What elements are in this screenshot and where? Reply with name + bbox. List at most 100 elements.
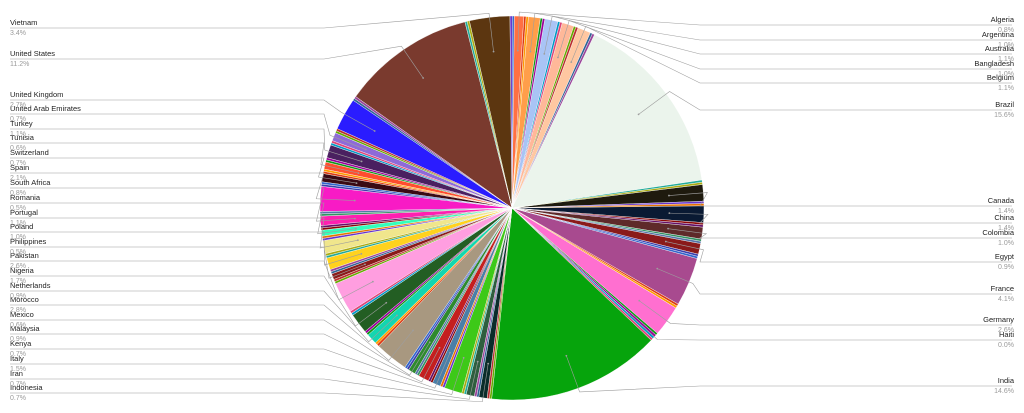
leader-line-china [669, 212, 1012, 224]
leader-dot-pakistan [371, 280, 374, 283]
leader-line-nigeria [10, 275, 387, 327]
label-value-germany: 2.6% [998, 327, 1014, 334]
label-name-united-arab-emirates: United Arab Emirates [10, 104, 81, 113]
leader-line-colombia [668, 228, 1012, 239]
label-name-colombia: Colombia [982, 228, 1015, 237]
leader-dot-canada [668, 194, 670, 197]
minor-slice-73 [466, 20, 513, 209]
label-name-spain: Spain [10, 163, 29, 172]
minor-slice-21 [511, 207, 699, 259]
leader-dot-switzerland [355, 182, 358, 184]
minor-slice-29 [486, 207, 513, 399]
leader-line-vietnam [10, 13, 494, 52]
leader-dot-turkey [360, 160, 363, 163]
label-name-haiti: Haiti [999, 330, 1014, 339]
label-name-south-africa: South Africa [10, 178, 51, 187]
label-value-spain: 2.1% [10, 175, 26, 182]
minor-slice-23 [511, 207, 678, 309]
label-value-united-arab-emirates: 0.7% [10, 116, 26, 123]
label-name-switzerland: Switzerland [10, 148, 49, 157]
label-value-egypt: 0.9% [998, 264, 1014, 271]
leader-dot-united-arab-emirates [364, 148, 367, 151]
label-name-nigeria: Nigeria [10, 266, 35, 275]
leader-dot-australia [543, 53, 546, 55]
label-name-mexico: Mexico [10, 310, 34, 319]
label-name-malaysia: Malaysia [10, 324, 40, 333]
label-name-indonesia: Indonesia [10, 383, 43, 392]
leader-line-algeria [517, 11, 1012, 51]
label-value-mexico: 0.6% [10, 322, 26, 329]
leader-dot-argentina [529, 50, 532, 53]
leader-line-united-arab-emirates [10, 113, 366, 150]
minor-slice-7 [511, 21, 563, 209]
minor-slice-59 [319, 207, 513, 215]
leader-dot-morocco [412, 329, 414, 332]
minor-slice-3 [511, 16, 529, 209]
label-value-united-states: 11.2% [10, 61, 29, 68]
label-value-vietnam: 3.4% [10, 30, 26, 37]
leader-dot-tunisia [357, 172, 360, 175]
label-value-tunisia: 0.6% [10, 145, 26, 152]
label-name-united-kingdom: United Kingdom [10, 90, 63, 99]
leader-dot-vietnam [492, 50, 495, 53]
label-name-canada: Canada [988, 196, 1015, 205]
label-value-canada: 1.4% [998, 208, 1014, 215]
label-value-philippines: 0.5% [10, 249, 26, 256]
minor-slice-74 [509, 15, 513, 209]
minor-slice-47 [349, 207, 513, 314]
label-name-pakistan: Pakistan [10, 251, 39, 260]
leader-line-pakistan [10, 260, 374, 301]
leader-line-mexico [10, 319, 431, 376]
label-name-vietnam: Vietnam [10, 18, 37, 27]
leader-dot-romania [355, 227, 357, 230]
leader-line-canada [668, 192, 1012, 207]
leader-line-indonesia [10, 363, 489, 403]
label-value-indonesia: 0.7% [10, 395, 26, 402]
minor-slice-55 [321, 207, 513, 239]
minor-slice-43 [375, 207, 513, 345]
minor-slice-61 [321, 181, 513, 209]
leader-dot-united-states [422, 77, 425, 79]
leader-line-australia [544, 15, 1012, 55]
label-value-poland: 1.0% [10, 234, 26, 241]
minor-slice-9 [511, 26, 579, 209]
label-value-algeria: 0.8% [998, 27, 1014, 34]
label-value-kenya: 0.7% [10, 351, 26, 358]
leader-line-united-states [10, 45, 424, 79]
leader-line-south-africa [10, 187, 355, 222]
minor-slice-27 [511, 207, 654, 341]
leader-line-brazil [638, 91, 1012, 115]
minor-slice-65 [325, 157, 513, 209]
leader-dot-kenya [449, 351, 451, 354]
label-name-poland: Poland [10, 222, 33, 231]
minor-slice-11 [511, 33, 595, 209]
label-value-bangladesh: 1.0% [998, 71, 1014, 78]
label-value-portugal: 1.1% [10, 220, 26, 227]
label-value-france: 4.1% [998, 296, 1014, 303]
label-name-kenya: Kenya [10, 339, 32, 348]
leader-dot-united-kingdom [373, 130, 376, 132]
leader-dot-nigeria [385, 301, 388, 304]
label-name-united-states: United States [10, 49, 55, 58]
minor-slice-19 [511, 207, 702, 244]
leader-dot-colombia [667, 227, 669, 230]
leader-line-haiti [628, 313, 1012, 341]
leader-line-philippines [10, 246, 366, 279]
minor-slice-57 [320, 207, 513, 229]
leader-dot-spain [353, 199, 356, 202]
leader-dot-poland [360, 252, 363, 255]
minor-slice-71 [354, 96, 513, 209]
label-name-brazil: Brazil [995, 100, 1014, 109]
leader-line-spain [10, 172, 355, 201]
label-value-nigeria: 1.7% [10, 278, 26, 285]
label-name-china: China [994, 213, 1014, 222]
label-name-tunisia: Tunisia [10, 133, 35, 142]
label-value-netherlands: 0.9% [10, 293, 26, 300]
leader-line-morocco [10, 304, 414, 361]
leader-line-italy [10, 357, 464, 395]
leader-dot-haiti [627, 312, 630, 315]
leader-line-france [657, 268, 1012, 295]
leader-line-switzerland [10, 157, 357, 184]
label-name-iran: Iran [10, 369, 23, 378]
